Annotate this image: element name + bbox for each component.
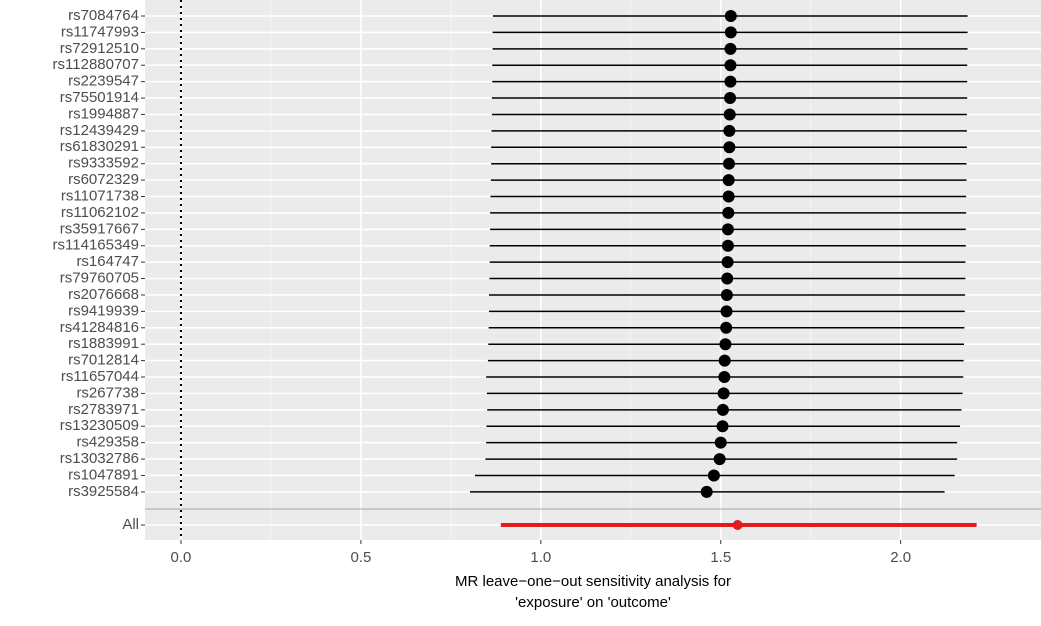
y-tick-label: rs9333592 xyxy=(68,155,139,172)
y-tick-label: rs72912510 xyxy=(60,40,139,57)
y-tick-label: rs3925584 xyxy=(68,483,139,500)
y-tick-label: rs75501914 xyxy=(60,89,139,106)
x-tick-label: 1.5 xyxy=(710,549,731,566)
y-tick-label: rs114165349 xyxy=(53,237,139,254)
x-tick-label: 0.5 xyxy=(350,549,371,566)
y-tick-label: rs2239547 xyxy=(68,73,139,90)
point-estimate xyxy=(721,272,734,285)
point-estimate xyxy=(723,141,736,154)
y-tick-label: rs267738 xyxy=(76,384,139,401)
y-tick-label: rs35917667 xyxy=(60,220,139,237)
y-tick-label: rs79760705 xyxy=(60,270,139,287)
point-estimate xyxy=(724,42,737,55)
point-estimate xyxy=(724,75,737,88)
point-estimate xyxy=(717,387,730,400)
point-estimate xyxy=(724,59,737,72)
y-tick-label: rs7012814 xyxy=(68,352,139,369)
y-tick-label: rs2783971 xyxy=(68,401,139,418)
y-tick-label: rs11747993 xyxy=(61,23,139,40)
y-tick-label: rs11071738 xyxy=(61,187,139,204)
y-tick-label: rs41284816 xyxy=(60,319,139,336)
y-tick-label: rs6072329 xyxy=(68,171,139,188)
point-estimate xyxy=(721,239,734,252)
x-tick-label: 2.0 xyxy=(890,549,911,566)
point-estimate xyxy=(724,92,737,105)
x-tick-label: 1.0 xyxy=(530,549,551,566)
y-tick-label: rs1047891 xyxy=(68,466,139,483)
point-estimate xyxy=(722,174,735,187)
point-estimate xyxy=(713,453,726,466)
point-estimate xyxy=(723,157,736,170)
point-estimate xyxy=(721,256,734,269)
y-tick-label: rs13230509 xyxy=(60,417,139,434)
point-estimate xyxy=(719,338,732,351)
x-axis-title: 'exposure' on 'outcome' xyxy=(515,594,671,611)
point-estimate xyxy=(718,371,731,384)
y-tick-label: rs2076668 xyxy=(68,286,139,303)
point-estimate xyxy=(707,469,720,482)
y-tick-label: rs11657044 xyxy=(61,368,139,385)
y-tick-label: rs12439429 xyxy=(60,122,139,139)
y-tick-label: All xyxy=(122,516,139,533)
y-tick-label: rs429358 xyxy=(76,434,139,451)
point-estimate xyxy=(720,321,733,334)
point-estimate xyxy=(714,436,727,449)
point-estimate xyxy=(720,305,733,318)
point-estimate xyxy=(732,520,743,530)
x-axis-title: MR leave−one−out sensitivity analysis fo… xyxy=(455,573,731,590)
y-tick-label: rs1994887 xyxy=(68,105,139,122)
x-tick-label: 0.0 xyxy=(171,549,192,566)
point-estimate xyxy=(722,206,735,219)
y-tick-label: rs112880707 xyxy=(53,56,139,73)
y-tick-label: rs164747 xyxy=(76,253,139,270)
y-tick-label: rs11062102 xyxy=(61,204,139,221)
point-estimate xyxy=(700,485,713,498)
point-estimate xyxy=(724,10,737,22)
y-tick-label: rs9419939 xyxy=(68,302,139,319)
point-estimate xyxy=(723,124,736,137)
point-estimate xyxy=(720,288,733,301)
point-estimate xyxy=(718,354,731,367)
point-estimate xyxy=(724,26,737,39)
point-estimate xyxy=(722,190,735,203)
y-tick-label: rs13032786 xyxy=(60,450,139,467)
y-tick-label: rs1883991 xyxy=(68,335,139,352)
panel-background xyxy=(145,0,1041,540)
point-estimate xyxy=(721,223,734,236)
point-estimate xyxy=(716,403,729,416)
point-estimate xyxy=(716,420,729,433)
y-tick-label: rs7084764 xyxy=(68,7,139,24)
y-tick-label: rs61830291 xyxy=(60,138,139,155)
point-estimate xyxy=(723,108,736,121)
